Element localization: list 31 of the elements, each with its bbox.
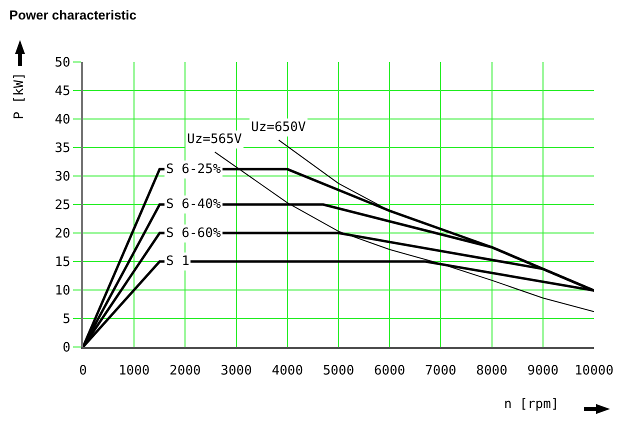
chart-title: Power characteristic bbox=[9, 8, 136, 23]
x-tick-label: 5000 bbox=[322, 363, 354, 378]
x-tick-label: 1000 bbox=[118, 363, 150, 378]
y-tick-label: 45 bbox=[54, 84, 70, 100]
y-tick-label: 10 bbox=[54, 284, 70, 299]
y-tick-label: 15 bbox=[54, 255, 70, 270]
x-tick-label: 8000 bbox=[476, 363, 508, 378]
y-tick-label: 5 bbox=[62, 312, 70, 328]
y-tick-label: 25 bbox=[54, 198, 70, 214]
y-tick-label: 20 bbox=[54, 226, 70, 242]
series-label: S 6-40% bbox=[166, 197, 221, 212]
y-axis-title: P [kW] bbox=[12, 72, 27, 120]
series-label: S 6-25% bbox=[166, 162, 221, 177]
x-tick-label: 4000 bbox=[272, 363, 304, 378]
y-tick-label: 30 bbox=[54, 170, 70, 185]
x-tick-label: 10000 bbox=[574, 363, 614, 378]
y-tick-label: 40 bbox=[54, 112, 70, 128]
x-axis-title: n [rpm] bbox=[504, 397, 559, 412]
x-tick-label: 9000 bbox=[527, 363, 559, 378]
series-label: Uz=565V bbox=[187, 132, 242, 147]
series-label: S 6-60% bbox=[166, 226, 221, 241]
x-tick-label: 0 bbox=[79, 363, 87, 378]
x-tick-label: 6000 bbox=[374, 363, 406, 378]
x-tick-label: 3000 bbox=[220, 363, 252, 378]
x-tick-label: 7000 bbox=[425, 363, 456, 378]
y-tick-label: 0 bbox=[62, 340, 70, 356]
series-label: S 1 bbox=[166, 254, 190, 269]
y-tick-label: 35 bbox=[54, 141, 70, 156]
series-label: Uz=650V bbox=[251, 120, 306, 135]
y-tick-label: 50 bbox=[54, 56, 70, 71]
x-tick-label: 2000 bbox=[170, 363, 201, 378]
